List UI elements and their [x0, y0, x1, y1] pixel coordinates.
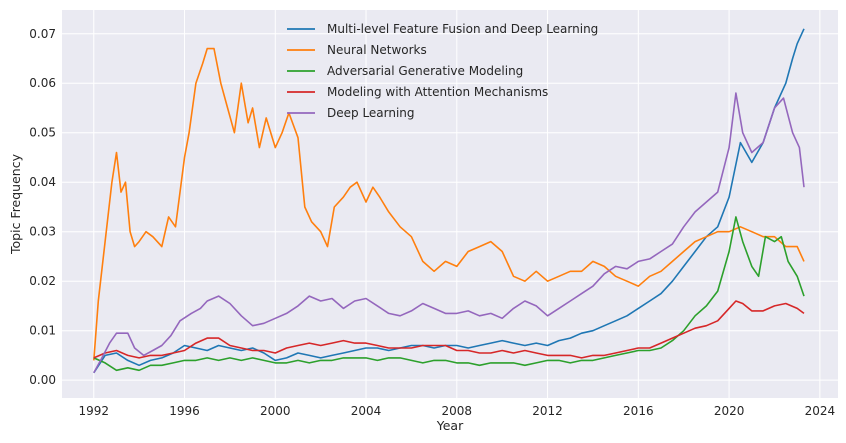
series-lines [93, 28, 805, 374]
legend-label: Adversarial Generative Modeling [327, 64, 523, 78]
y-axis-label: Topic Frequency [8, 153, 23, 255]
x-tick-label: 2020 [714, 404, 745, 418]
series-line-4 [93, 300, 805, 359]
y-tick-label: 0.03 [29, 225, 56, 239]
legend: Multi-level Feature Fusion and Deep Lear… [287, 22, 598, 120]
x-tick-label: 1992 [78, 404, 109, 418]
y-tick-label: 0.01 [29, 324, 56, 338]
y-tick-label: 0.05 [29, 126, 56, 140]
legend-label: Multi-level Feature Fusion and Deep Lear… [327, 22, 598, 36]
y-tick-label: 0.06 [29, 76, 56, 90]
x-tick-label: 2008 [442, 404, 473, 418]
legend-label: Deep Learning [327, 106, 415, 120]
x-tick-label: 2000 [260, 404, 291, 418]
series-line-2 [93, 47, 805, 361]
series-line-5 [93, 92, 805, 374]
series-line-3 [93, 216, 805, 372]
plot-background [62, 10, 838, 398]
legend-label: Modeling with Attention Mechanisms [327, 85, 548, 99]
x-tick-label: 2012 [532, 404, 563, 418]
y-tick-label: 0.02 [29, 274, 56, 288]
legend-label: Neural Networks [327, 43, 427, 57]
gridlines [62, 10, 838, 398]
series-line-1 [93, 28, 805, 374]
y-tick-label: 0.04 [29, 175, 56, 189]
tick-labels: 1992 1996 2000 2004 2008 2012 2016 2020 2024 0.00… [29, 27, 835, 418]
x-axis-label: Year [436, 418, 464, 433]
x-tick-label: 1996 [169, 404, 200, 418]
y-tick-label: 0.00 [29, 373, 56, 387]
x-tick-label: 2024 [805, 404, 836, 418]
x-tick-label: 2004 [351, 404, 382, 418]
y-tick-label: 0.07 [29, 27, 56, 41]
x-tick-label: 2016 [623, 404, 654, 418]
